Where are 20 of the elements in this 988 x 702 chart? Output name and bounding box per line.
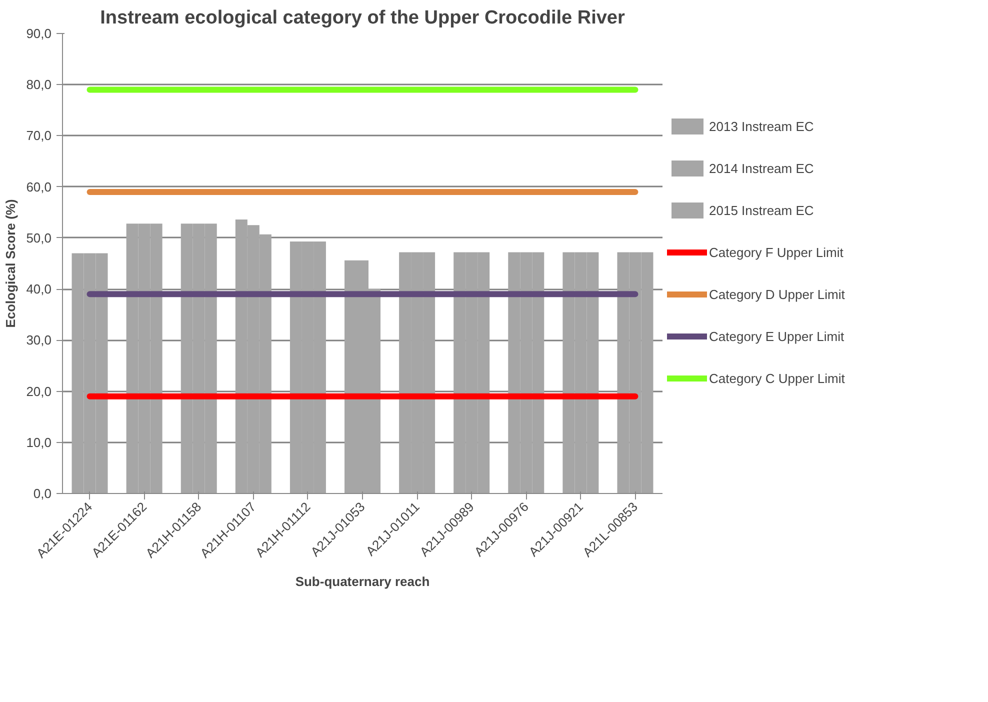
y-tick-label: 40,0 [26,282,52,297]
legend-label: 2014 Instream EC [709,160,815,176]
y-tick-label: 30,0 [26,332,52,348]
legend-label: 2013 Instream EC [709,118,815,134]
y-tick-label: 20,0 [26,384,52,399]
x-axis-title: Sub-quaternary reach [295,574,430,590]
y-tick-label: 60,0 [26,179,52,194]
y-tick-label: 0,0 [33,486,52,501]
y-tick-label: 10,0 [26,434,52,450]
y-tick-label: 90,0 [26,26,52,41]
legend-label: Category C Upper Limit [709,370,846,386]
y-tick-label: 80,0 [26,77,52,92]
y-axis-title: Ecological Score (%) [3,199,18,328]
legend-label: Category D Upper Limit [709,286,846,302]
legend-label: Category E Upper Limit [709,328,846,344]
y-tick-label: 70,0 [26,128,52,144]
legend-label: Category F Upper Limit [709,244,844,260]
y-tick-label: 50,0 [26,230,52,246]
chart-title: Instream ecological category of the Upper Crocodile River [100,8,626,28]
legend-label: 2015 Instream EC [709,202,815,218]
